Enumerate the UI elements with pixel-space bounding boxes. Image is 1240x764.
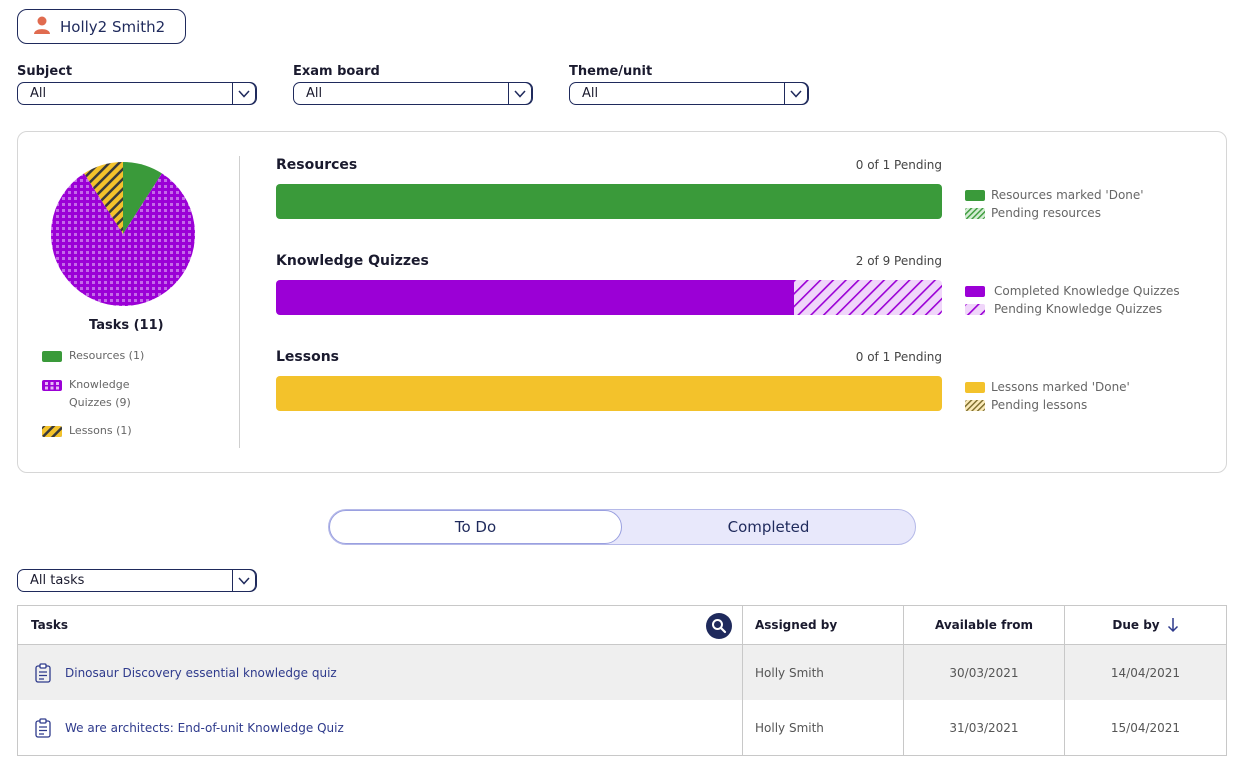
theme-unit-filter-label: Theme/unit [569,64,653,79]
tasks-table: Tasks Assigned by Available from Due by … [17,605,1227,756]
resources-legend: Resources marked 'Done' Pending resource… [965,186,1144,222]
panel-divider [239,156,240,448]
theme-unit-select[interactable]: All [569,82,809,105]
task-cell[interactable]: We are architects: End-of-unit Knowledge… [18,700,743,755]
pie-legend-lessons: Lessons (1) [42,424,132,440]
task-cell[interactable]: Dinosaur Discovery essential knowledge q… [18,645,743,700]
pie-slice-resources [123,162,162,234]
quiz-clipboard-icon [35,717,51,738]
due-by-cell: 14/04/2021 [1110,665,1181,680]
due-by-cell: 15/04/2021 [1110,720,1181,735]
knowledge-quizzes-swatch [42,380,62,391]
subject-filter-label: Subject [17,64,73,79]
done-swatch [965,189,985,201]
bar-done-segment [276,376,942,411]
tab-to-do[interactable]: To Do [329,510,622,544]
pie-slice-lessons [84,162,123,234]
resources-progress-bar [276,184,942,219]
pending-swatch [965,303,985,315]
chevron-down-icon[interactable] [232,569,256,592]
pending-swatch [965,399,985,411]
pie-slice-knowledge-quizzes [51,173,196,306]
tab-completed[interactable]: Completed [727,518,810,536]
sort-arrow-down-icon[interactable] [1167,617,1179,633]
pie-legend-resources: Resources (1) [42,349,145,365]
tasks-header-label: Tasks [31,618,69,632]
table-row[interactable]: We are architects: End-of-unit Knowledge… [18,700,1226,755]
tasks-pie-chart [50,161,196,307]
available-from-cell: 31/03/2021 [904,700,1065,755]
pie-legend-knowledge-quizzes: Knowledge Quizzes (9) [42,378,172,412]
bar-pending-segment [794,280,942,315]
knowledge-quizzes-progress-bar [276,280,942,315]
due-by-header-label: Due by [1112,618,1160,632]
resources-title: Resources [276,157,358,173]
subject-select-value: All [30,86,47,101]
subject-select[interactable]: All [17,82,257,105]
done-swatch [965,285,985,297]
user-icon [32,15,52,39]
knowledge-quizzes-done-label: Completed Knowledge Quizzes [994,284,1180,298]
pie-legend-label: Resources (1) [69,349,145,362]
task-type-filter: All tasks [17,569,257,592]
lessons-pending-label: Pending lessons [991,398,1088,412]
chevron-down-icon[interactable] [232,82,256,105]
done-swatch [965,381,985,393]
column-header-available-from[interactable]: Available from [904,606,1065,644]
exam-board-filter-label: Exam board [293,64,380,79]
resources-done-label: Resources marked 'Done' [991,188,1144,202]
task-type-select[interactable]: All tasks [17,569,257,592]
pending-swatch [965,207,985,219]
table-header: Tasks Assigned by Available from Due by [18,606,1226,645]
task-type-select-value: All tasks [30,573,85,588]
lessons-title: Lessons [276,349,339,365]
subject-filter: Subject All [17,64,257,105]
column-header-tasks: Tasks [18,606,743,644]
bar-done-segment [276,184,942,219]
theme-unit-select-value: All [582,86,599,101]
tasks-total-title: Tasks (11) [89,318,164,333]
chevron-down-icon[interactable] [508,82,532,105]
resources-pending-count: 0 of 1 Pending [855,158,942,172]
search-icon [712,619,727,634]
column-header-due-by[interactable]: Due by [1065,606,1226,644]
available-from-cell: 30/03/2021 [904,645,1065,700]
table-row[interactable]: Dinosaur Discovery essential knowledge q… [18,645,1226,700]
exam-board-select-value: All [306,86,323,101]
resources-pending-label: Pending resources [991,206,1101,220]
knowledge-quizzes-pending-count: 2 of 9 Pending [855,254,942,268]
knowledge-quizzes-legend: Completed Knowledge Quizzes Pending Know… [965,282,1180,318]
exam-board-filter: Exam board All [293,64,533,105]
user-profile-button[interactable]: Holly2 Smith2 [17,9,186,44]
column-header-assigned-by[interactable]: Assigned by [743,606,904,644]
quiz-clipboard-icon [35,662,51,683]
lessons-swatch [42,426,62,437]
theme-unit-filter: Theme/unit All [569,64,809,105]
chevron-down-icon[interactable] [784,82,808,105]
knowledge-quizzes-title: Knowledge Quizzes [276,253,429,269]
lessons-done-label: Lessons marked 'Done' [991,380,1130,394]
task-link[interactable]: We are architects: End-of-unit Knowledge… [65,720,344,735]
search-button[interactable] [706,613,732,639]
pie-legend-label: Lessons (1) [69,424,132,437]
pie-legend-label: Knowledge Quizzes (9) [69,378,131,409]
assigned-by-cell: Holly Smith [743,645,904,700]
lessons-progress-bar [276,376,942,411]
bar-done-segment [276,280,794,315]
lessons-pending-count: 0 of 1 Pending [855,350,942,364]
exam-board-select[interactable]: All [293,82,533,105]
assigned-by-cell: Holly Smith [743,700,904,755]
lessons-legend: Lessons marked 'Done' Pending lessons [965,378,1130,414]
user-name: Holly2 Smith2 [60,17,166,36]
task-link[interactable]: Dinosaur Discovery essential knowledge q… [65,665,337,680]
task-status-toggle: To Do Completed [328,509,916,545]
knowledge-quizzes-pending-label: Pending Knowledge Quizzes [994,302,1163,316]
resources-swatch [42,351,62,362]
